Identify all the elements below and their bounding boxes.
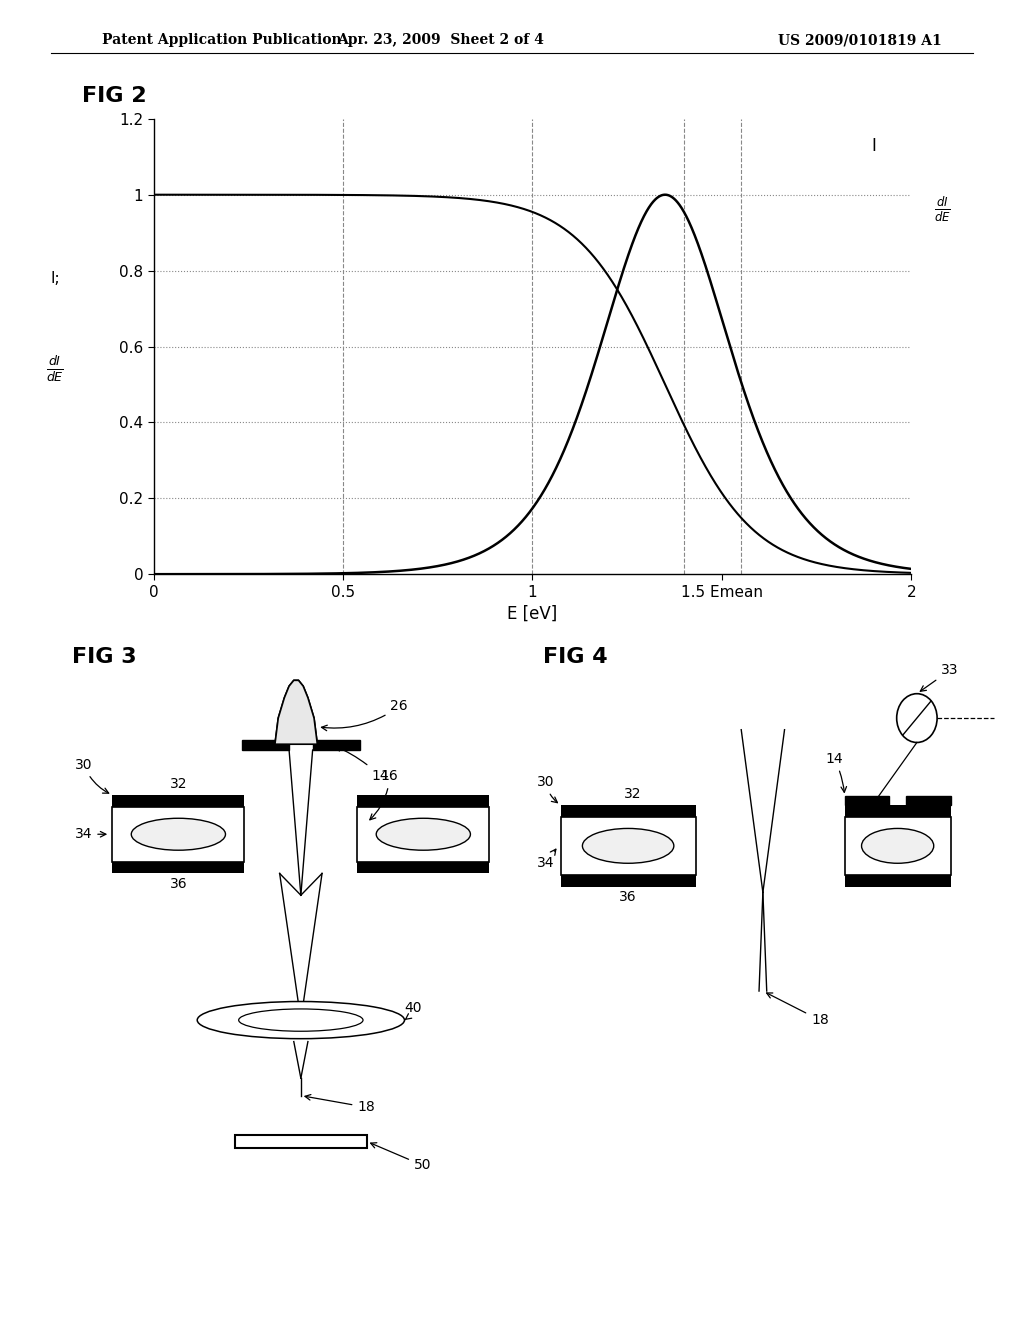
Text: 30: 30 [537, 775, 557, 803]
Bar [113, 795, 245, 807]
Text: 26: 26 [322, 700, 408, 731]
Text: Patent Application Publication: Patent Application Publication [102, 33, 342, 48]
Text: 34: 34 [537, 849, 556, 870]
Text: 32: 32 [625, 787, 642, 801]
Bar [113, 862, 245, 874]
Text: 14: 14 [825, 751, 847, 792]
Bar [357, 807, 489, 862]
Text: 16: 16 [370, 770, 398, 820]
Text: 30: 30 [75, 758, 109, 793]
Ellipse shape [131, 818, 225, 850]
Text: 14: 14 [335, 746, 389, 783]
Ellipse shape [861, 829, 934, 863]
Text: $\frac{dI}{dE}$: $\frac{dI}{dE}$ [46, 355, 65, 384]
Text: I;: I; [50, 271, 59, 285]
Bar [845, 875, 950, 887]
Text: 36: 36 [170, 876, 187, 891]
Text: Apr. 23, 2009  Sheet 2 of 4: Apr. 23, 2009 Sheet 2 of 4 [337, 33, 544, 48]
Bar [561, 817, 695, 875]
Bar [113, 807, 245, 862]
Ellipse shape [239, 1008, 364, 1031]
Polygon shape [274, 680, 317, 744]
Bar [845, 817, 950, 875]
Text: 18: 18 [305, 1094, 375, 1114]
Bar [357, 795, 489, 807]
Text: 33: 33 [921, 664, 958, 692]
Bar [312, 739, 359, 750]
Bar [845, 796, 889, 805]
Text: $\frac{dI}{dE}$: $\frac{dI}{dE}$ [934, 195, 951, 224]
Text: 32: 32 [170, 777, 187, 791]
Bar [906, 796, 950, 805]
X-axis label: E [eV]: E [eV] [507, 605, 558, 623]
Bar [234, 1135, 367, 1148]
Bar [561, 805, 695, 817]
Ellipse shape [198, 1002, 404, 1039]
Text: FIG 4: FIG 4 [543, 647, 607, 667]
Ellipse shape [583, 829, 674, 863]
Text: I: I [871, 137, 876, 154]
Bar [242, 739, 289, 750]
Text: 36: 36 [620, 890, 637, 904]
Text: 40: 40 [404, 1002, 422, 1020]
Text: 34: 34 [75, 828, 105, 841]
Text: 50: 50 [371, 1143, 431, 1172]
Text: FIG 3: FIG 3 [72, 647, 136, 667]
Text: FIG 2: FIG 2 [82, 86, 146, 106]
Bar [845, 805, 950, 817]
Bar [561, 875, 695, 887]
Bar [357, 862, 489, 874]
Text: 18: 18 [767, 993, 828, 1027]
Text: US 2009/0101819 A1: US 2009/0101819 A1 [778, 33, 942, 48]
Ellipse shape [376, 818, 470, 850]
